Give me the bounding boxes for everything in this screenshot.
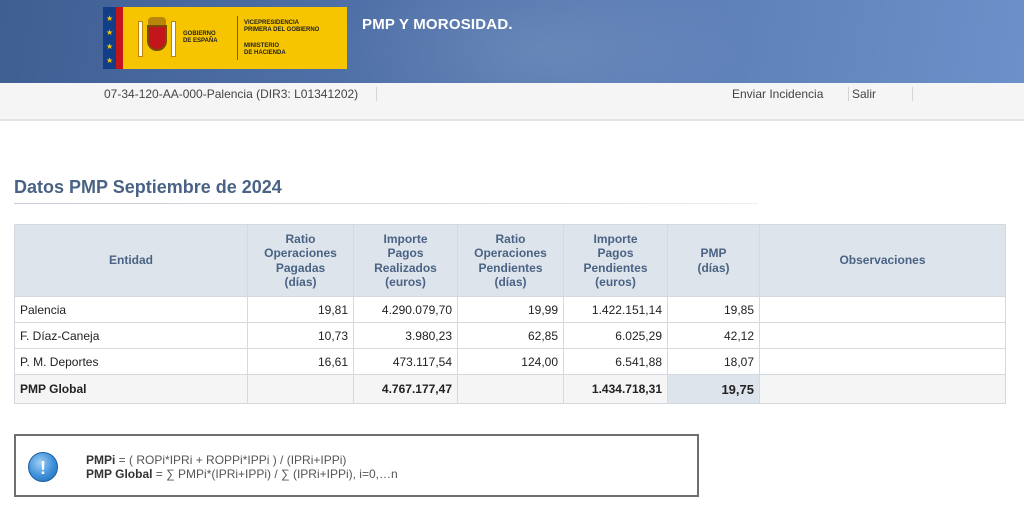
cell-pmp: 18,07 — [667, 348, 760, 375]
app-title: PMP Y MOROSIDAD. — [362, 16, 513, 33]
cell-entidad: F. Díaz-Caneja — [14, 322, 248, 349]
cell-importe-pendientes: 6.025,29 — [563, 322, 668, 349]
ministry-text: VICEPRESIDENCIA PRIMERA DEL GOBIERNO MIN… — [244, 19, 320, 56]
cell-observaciones — [759, 296, 1006, 323]
cell-ratio-pagadas: 16,61 — [247, 348, 354, 375]
cell-ratio-pendientes: 19,99 — [457, 296, 564, 323]
header-pmp: PMP (días) — [667, 224, 760, 297]
cell-total-importe-realizados: 4.767.177,47 — [353, 374, 458, 404]
header-entidad: Entidad — [14, 224, 248, 297]
cell-ratio-pagadas: 10,73 — [247, 322, 354, 349]
cell-observaciones — [759, 322, 1006, 349]
header-ratio-pagadas: Ratio Operaciones Pagadas (días) — [247, 224, 354, 297]
cell-total-pmp: 19,75 — [667, 374, 760, 404]
cell-ratio-pendientes: 124,00 — [457, 348, 564, 375]
cell-total-importe-pendientes: 1.434.718,31 — [563, 374, 668, 404]
page-title: Datos PMP Septiembre de 2024 — [14, 177, 282, 197]
cell-empty — [247, 374, 354, 404]
cell-empty — [457, 374, 564, 404]
entity-label: 07-34-120-AA-000-Palencia (DIR3: L013412… — [104, 87, 378, 101]
table-header-row: Entidad Ratio Operaciones Pagadas (días) Im… — [14, 224, 1006, 297]
salir-link[interactable]: Salir — [852, 87, 914, 101]
gov-text: GOBIERNO DE ESPAÑA — [183, 31, 218, 44]
cell-ratio-pendientes: 62,85 — [457, 322, 564, 349]
table-row: Palencia 19,81 4.290.079,70 19,99 1.422.… — [14, 296, 1006, 323]
cell-pmp: 42,12 — [667, 322, 760, 349]
header-ratio-pendientes: Ratio Operaciones Pendientes (días) — [457, 224, 564, 297]
formula-global: PMP Global = ∑ PMPi*(IPRi+IPPi) / ∑ (IPR… — [86, 467, 398, 481]
cell-total-label: PMP Global — [14, 374, 248, 404]
cell-observaciones — [759, 348, 1006, 375]
coat-of-arms-icon — [135, 13, 179, 63]
cell-importe-pendientes: 6.541,88 — [563, 348, 668, 375]
title-divider — [14, 203, 758, 204]
cell-ratio-pagadas: 19,81 — [247, 296, 354, 323]
header-importe-realizados: Importe Pagos Realizados (euros) — [353, 224, 458, 297]
total-row: PMP Global 4.767.177,47 1.434.718,31 19,… — [14, 374, 1006, 404]
enviar-incidencia-link[interactable]: Enviar Incidencia — [732, 87, 824, 101]
cell-importe-realizados: 473.117,54 — [353, 348, 458, 375]
cell-entidad: P. M. Deportes — [14, 348, 248, 375]
info-icon: ! — [28, 452, 58, 482]
cell-importe-realizados: 3.980,23 — [353, 322, 458, 349]
table-row: F. Díaz-Caneja 10,73 3.980,23 62,85 6.02… — [14, 322, 1006, 349]
table-row: P. M. Deportes 16,61 473.117,54 124,00 6… — [14, 348, 1006, 375]
government-logo: ★ ★ ★ ★ GOBIERNO DE ESPAÑA VICEPRESIDENCIA … — [103, 7, 347, 69]
header-observaciones: Observaciones — [759, 224, 1006, 297]
pmp-table: Entidad Ratio Operaciones Pagadas (días) Im… — [14, 224, 1006, 404]
formula-pmpi: PMPi = ( ROPi*IPRi + ROPPi*IPPi ) / (IPR… — [86, 453, 347, 467]
flag-icon: ★ ★ ★ ★ — [103, 7, 129, 69]
cell-pmp: 19,85 — [667, 296, 760, 323]
header-banner: ★ ★ ★ ★ GOBIERNO DE ESPAÑA VICEPRESIDENCIA … — [0, 0, 1024, 83]
cell-importe-realizados: 4.290.079,70 — [353, 296, 458, 323]
formula-box: ! PMPi = ( ROPi*IPRi + ROPPi*IPPi ) / (I… — [14, 434, 699, 497]
cell-empty — [759, 374, 1006, 404]
cell-importe-pendientes: 1.422.151,14 — [563, 296, 668, 323]
info-bar: 07-34-120-AA-000-Palencia (DIR3: L013412… — [0, 83, 1024, 121]
header-importe-pendientes: Importe Pagos Pendientes (euros) — [563, 224, 668, 297]
cell-entidad: Palencia — [14, 296, 248, 323]
